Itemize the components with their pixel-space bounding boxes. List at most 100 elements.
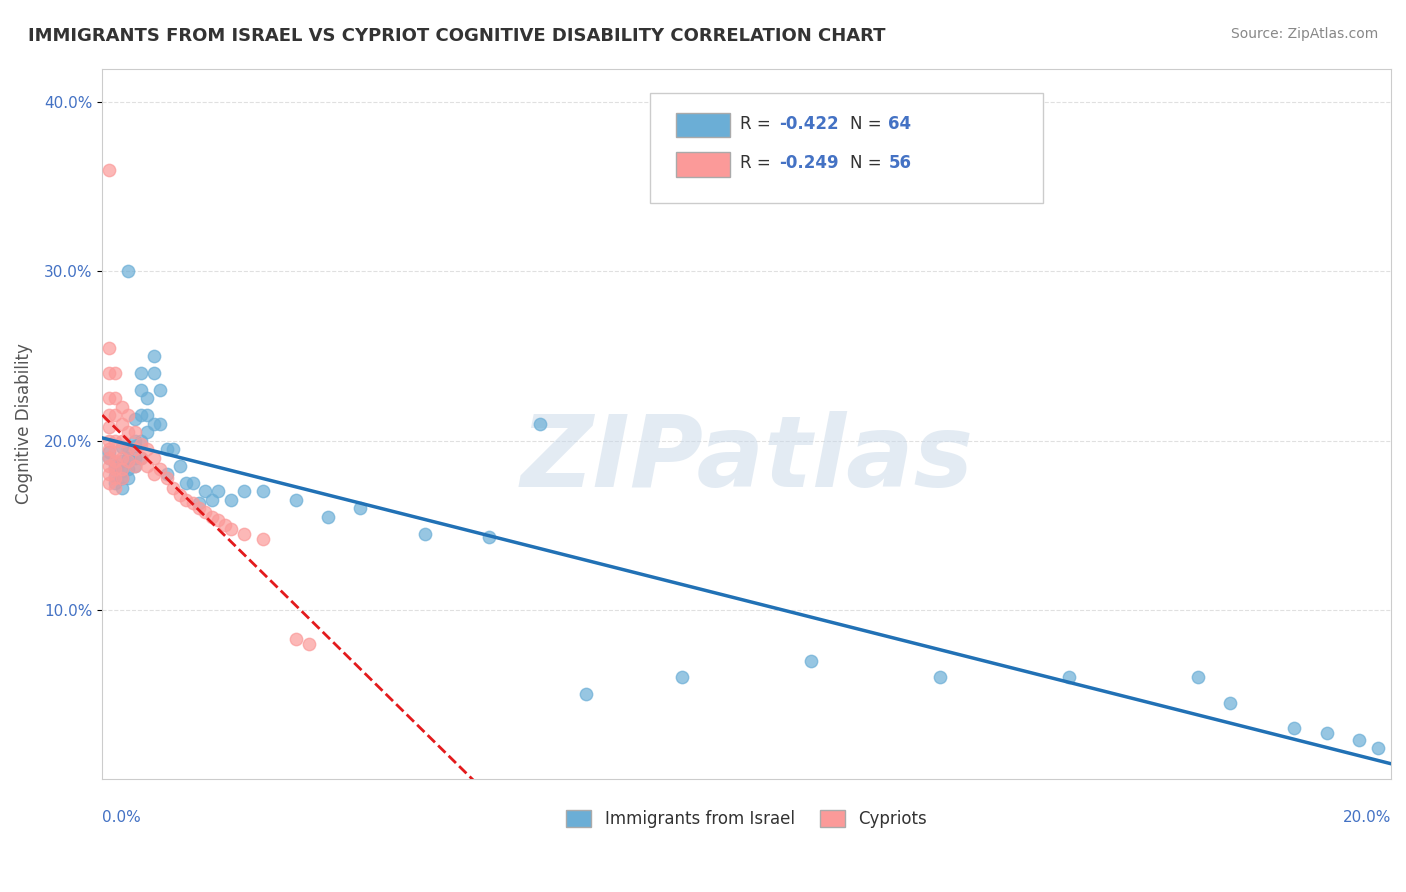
Point — [316, 509, 339, 524]
Point — [252, 532, 274, 546]
Point — [149, 383, 172, 397]
Point — [194, 484, 217, 499]
Point — [129, 383, 152, 397]
Point — [124, 458, 146, 473]
Point — [104, 434, 127, 448]
Text: R =: R = — [740, 115, 776, 133]
Point — [129, 450, 152, 465]
Point — [104, 454, 127, 468]
Point — [800, 653, 823, 667]
Point — [174, 475, 197, 490]
Point — [574, 687, 596, 701]
Point — [129, 450, 152, 465]
Point — [97, 366, 120, 380]
Point — [252, 484, 274, 499]
Point — [111, 462, 134, 476]
Point — [149, 462, 172, 476]
Point — [1057, 670, 1080, 684]
Point — [111, 454, 134, 468]
Text: -0.249: -0.249 — [779, 154, 838, 172]
Point — [188, 501, 211, 516]
Point — [194, 505, 217, 519]
Point — [97, 434, 120, 448]
Point — [233, 484, 256, 499]
Point — [117, 442, 139, 456]
Point — [1219, 696, 1241, 710]
Point — [129, 437, 152, 451]
Point — [97, 450, 120, 465]
Text: 0.0%: 0.0% — [103, 810, 141, 824]
Point — [162, 481, 184, 495]
FancyBboxPatch shape — [650, 94, 1043, 203]
Point — [207, 484, 229, 499]
Point — [169, 488, 191, 502]
Point — [111, 450, 134, 465]
Text: ZIPatlas: ZIPatlas — [520, 410, 973, 508]
Text: 56: 56 — [889, 154, 911, 172]
Text: 20.0%: 20.0% — [1343, 810, 1391, 824]
Point — [181, 496, 204, 510]
Point — [124, 442, 146, 456]
Point — [117, 450, 139, 465]
Point — [156, 471, 179, 485]
Point — [142, 349, 165, 363]
Text: N =: N = — [849, 154, 887, 172]
Point — [104, 458, 127, 473]
Point — [207, 513, 229, 527]
Y-axis label: Cognitive Disability: Cognitive Disability — [15, 343, 32, 504]
Point — [104, 469, 127, 483]
Point — [129, 366, 152, 380]
Point — [104, 366, 127, 380]
Point — [214, 518, 236, 533]
Point — [97, 445, 120, 459]
Point — [117, 462, 139, 476]
Point — [97, 475, 120, 490]
Point — [156, 467, 179, 482]
Text: R =: R = — [740, 154, 776, 172]
Text: Source: ZipAtlas.com: Source: ZipAtlas.com — [1230, 27, 1378, 41]
Point — [97, 450, 120, 465]
Point — [111, 464, 134, 478]
Point — [124, 439, 146, 453]
Point — [529, 417, 551, 431]
Point — [104, 392, 127, 406]
Text: N =: N = — [849, 115, 887, 133]
Point — [478, 530, 501, 544]
Point — [219, 522, 242, 536]
Point — [1347, 733, 1369, 747]
Point — [97, 341, 120, 355]
Point — [188, 496, 211, 510]
Point — [124, 411, 146, 425]
Point — [162, 442, 184, 456]
Point — [104, 462, 127, 476]
Point — [1284, 721, 1306, 735]
Point — [181, 475, 204, 490]
Point — [142, 450, 165, 465]
Point — [1367, 741, 1389, 756]
Point — [136, 425, 159, 440]
Point — [201, 492, 224, 507]
Point — [104, 481, 127, 495]
Point — [284, 492, 307, 507]
Text: IMMIGRANTS FROM ISRAEL VS CYPRIOT COGNITIVE DISABILITY CORRELATION CHART: IMMIGRANTS FROM ISRAEL VS CYPRIOT COGNIT… — [28, 27, 886, 45]
Point — [111, 471, 134, 485]
Point — [136, 442, 159, 456]
Point — [111, 471, 134, 485]
Point — [219, 492, 242, 507]
FancyBboxPatch shape — [676, 153, 730, 177]
Point — [349, 501, 371, 516]
Point — [111, 400, 134, 414]
Point — [104, 475, 127, 490]
Point — [136, 392, 159, 406]
Point — [111, 481, 134, 495]
Point — [156, 442, 179, 456]
Point — [124, 450, 146, 465]
Point — [117, 409, 139, 423]
Point — [129, 409, 152, 423]
Point — [129, 434, 152, 448]
Point — [201, 509, 224, 524]
Point — [284, 632, 307, 646]
Point — [117, 264, 139, 278]
Point — [174, 492, 197, 507]
Point — [104, 471, 127, 485]
